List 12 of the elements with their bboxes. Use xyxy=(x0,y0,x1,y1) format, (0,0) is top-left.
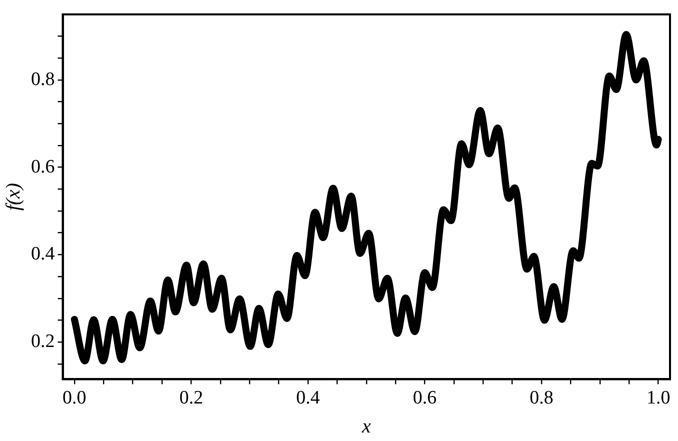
x-axis-title: x xyxy=(360,415,371,438)
x-tick-label: 0.6 xyxy=(412,388,437,409)
x-tick-label: 1.0 xyxy=(646,388,670,409)
x-tick-label: 0.2 xyxy=(179,388,204,409)
x-tick-label: 0.8 xyxy=(530,388,554,409)
x-tick-label: 0.0 xyxy=(62,388,86,409)
y-axis-title: f(x) xyxy=(2,182,24,211)
y-tick-label: 0.6 xyxy=(31,156,55,178)
y-tick-label: 0.8 xyxy=(31,68,55,90)
y-tick-label: 0.4 xyxy=(31,244,56,265)
x-tick-label: 0.4 xyxy=(296,388,320,409)
y-tick-label: 0.2 xyxy=(31,331,55,352)
